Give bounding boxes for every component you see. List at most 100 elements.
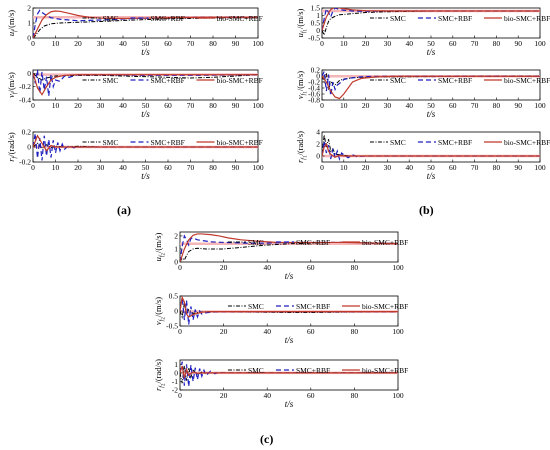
y-tick-label: 0 (174, 258, 178, 267)
legend-label: SMC (103, 14, 119, 23)
x-axis-label: t/s (427, 47, 436, 57)
legend-label: SMC (248, 302, 264, 311)
x-tick-label: 0 (31, 39, 35, 48)
y-tick-label: 2 (27, 4, 31, 13)
legend-label: SMC+RBF (438, 138, 472, 147)
x-axis-label: t/s (427, 171, 436, 181)
x-tick-label: 100 (392, 391, 404, 400)
y-axis-label: vf/(m/s) (6, 72, 18, 98)
y-tick-label: 1 (316, 11, 320, 20)
y-tick-label: -0.5 (308, 34, 320, 43)
y-axis-label: rf/(rad/s) (6, 132, 18, 162)
y-tick-label: -0.6 (308, 90, 320, 99)
x-tick-label: 70 (471, 39, 479, 48)
y-tick-label: -0.5 (166, 322, 178, 331)
x-tick-label: 60 (164, 101, 172, 110)
y-tick-label: 2 (174, 231, 178, 240)
x-tick-label: 0 (320, 39, 324, 48)
chart-b1: 0 10 20 30 40 50 60 70 80 90 1001.510.50-0.5t/suf1… (295, 4, 550, 58)
y-tick-label: 1 (174, 360, 178, 369)
legend-label: SMC+RBF (438, 76, 472, 85)
legend-label: bio-SMC+RBF (362, 366, 408, 375)
panel-label-b: (b) (419, 203, 434, 217)
x-tick-label: 30 (97, 39, 105, 48)
x-tick-label: 100 (252, 101, 264, 110)
x-tick-label: 10 (52, 163, 60, 172)
y-tick-label: -1 (172, 377, 178, 386)
y-tick-label: -0.4 (308, 84, 320, 93)
y-tick-label: 0 (27, 143, 31, 152)
y-tick-label: 0 (316, 72, 320, 81)
x-tick-label: 70 (471, 163, 479, 172)
x-tick-label: 40 (119, 163, 127, 172)
x-axis-label: t/s (141, 47, 150, 57)
plot-frame (179, 231, 399, 263)
series-line-smc (33, 17, 258, 38)
x-axis-label: t/s (141, 171, 150, 181)
series-line-bio-smc-rbf (180, 296, 398, 318)
x-tick-label: 70 (187, 163, 195, 172)
y-axis-label: uf1/(m/s) (295, 8, 309, 37)
y-axis-label: uf2/(m/s) (153, 232, 167, 261)
x-tick-label: 60 (307, 263, 315, 272)
y-tick-label: 0 (27, 34, 31, 43)
x-tick-label: 10 (52, 39, 60, 48)
series-line-bio-smc-rbf (33, 73, 258, 96)
y-tick-label: 2 (316, 140, 320, 149)
y-axis-label: rf1/(rad/s) (295, 131, 309, 163)
y-tick-label: 1 (27, 19, 31, 28)
x-tick-label: 40 (263, 391, 271, 400)
legend-label: SMC (103, 76, 119, 85)
x-tick-label: 60 (164, 39, 172, 48)
legend-label: bio-SMC+RBF (362, 302, 408, 311)
plot-frame (321, 7, 541, 39)
x-tick-label: 30 (384, 163, 392, 172)
x-tick-label: 90 (514, 39, 522, 48)
y-tick-label: 0 (174, 307, 178, 316)
legend-label: SMC+RBF (296, 238, 330, 247)
y-tick-label: 1 (174, 244, 178, 253)
x-tick-label: 80 (209, 101, 217, 110)
legend-label: SMC+RBF (438, 14, 472, 23)
x-tick-label: 0 (178, 391, 182, 400)
y-tick-label: -0.2 (19, 158, 31, 167)
x-tick-label: 50 (142, 39, 150, 48)
x-tick-label: 90 (514, 163, 522, 172)
y-tick-label: -0.8 (308, 96, 320, 105)
series-line-smc-rbf (180, 297, 398, 325)
x-tick-label: 0 (320, 163, 324, 172)
legend-label: SMC (390, 138, 406, 147)
legend-label: SMC+RBF (151, 76, 185, 85)
legend-label: SMC (390, 14, 406, 23)
legend-label: bio-SMC+RBF (217, 14, 263, 23)
x-tick-label: 80 (209, 39, 217, 48)
x-tick-label: 40 (405, 101, 413, 110)
x-tick-label: 100 (534, 163, 546, 172)
x-tick-label: 40 (405, 39, 413, 48)
y-tick-label: 4 (316, 128, 320, 137)
x-tick-label: 30 (97, 101, 105, 110)
x-tick-label: 100 (252, 163, 264, 172)
y-tick-label: 0 (316, 26, 320, 35)
plot-frame (321, 69, 541, 101)
y-tick-label: 0 (316, 152, 320, 161)
x-tick-label: 70 (471, 101, 479, 110)
x-tick-label: 60 (307, 391, 315, 400)
x-tick-label: 80 (493, 39, 501, 48)
series-line-bio-smc-rbf (322, 75, 540, 100)
x-tick-label: 0 (31, 101, 35, 110)
legend-label: bio-SMC+RBF (217, 138, 263, 147)
series-line-bio-smc-rbf (33, 134, 258, 152)
x-axis-label: t/s (285, 335, 294, 345)
legend-label: SMC+RBF (151, 138, 185, 147)
x-tick-label: 10 (340, 101, 348, 110)
x-tick-label: 50 (142, 101, 150, 110)
x-tick-label: 20 (362, 163, 370, 172)
x-tick-label: 40 (263, 327, 271, 336)
x-tick-label: 50 (427, 163, 435, 172)
x-tick-label: 30 (384, 39, 392, 48)
x-tick-label: 0 (178, 263, 182, 272)
legend-label: SMC (390, 76, 406, 85)
